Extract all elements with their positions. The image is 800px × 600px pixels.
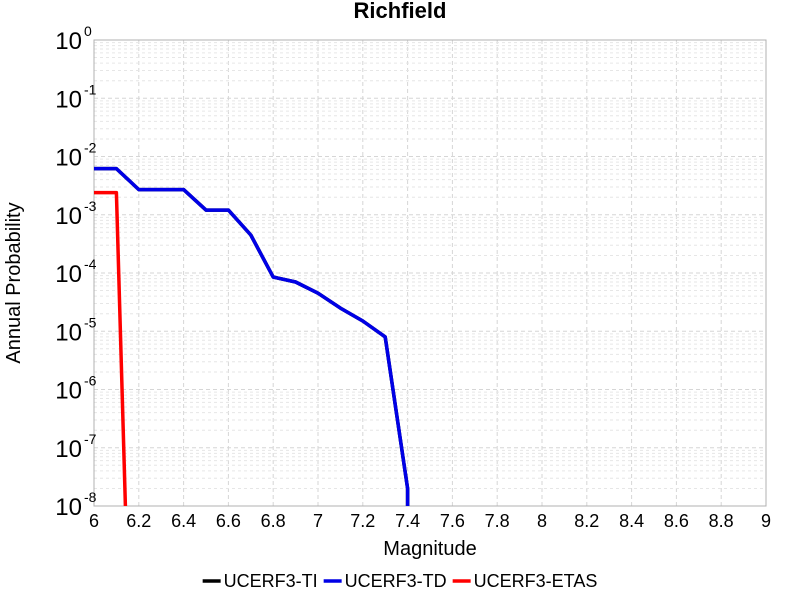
y-tick-exponent: -5: [84, 314, 97, 330]
y-tick-exponent: -2: [84, 140, 97, 156]
x-tick-label: 7: [313, 511, 323, 531]
y-tick-label: 10: [55, 203, 82, 230]
x-tick-label: 7.2: [350, 511, 375, 531]
y-tick-label: 10: [55, 494, 82, 521]
plot-area: [93, 39, 767, 507]
x-tick-label: 8.2: [574, 511, 599, 531]
y-axis-title: Annual Probability: [3, 202, 25, 363]
y-tick-exponent: -1: [84, 81, 97, 97]
grid: [93, 39, 767, 507]
x-axis-ticks: 6 6.2 6.4 6.6 6.8 7 7.2 7.4 7.6 7.8 8 8.2 8.4 8.6 8.8 9: [89, 511, 771, 531]
y-tick-exponent: -3: [84, 198, 97, 214]
y-tick-label: 10: [55, 378, 82, 405]
legend-label-ucerf3-td: UCERF3-TD: [345, 571, 447, 591]
y-tick-label: 10: [55, 319, 82, 346]
x-tick-label: 8: [537, 511, 547, 531]
legend-label-ucerf3-etas: UCERF3-ETAS: [474, 571, 598, 591]
y-tick-exponent: -7: [84, 431, 97, 447]
x-tick-label: 6.2: [126, 511, 151, 531]
x-tick-label: 7.4: [395, 511, 420, 531]
y-tick-exponent: -6: [84, 373, 97, 389]
x-tick-label: 7.8: [485, 511, 510, 531]
y-tick-exponent: -8: [84, 489, 97, 505]
legend-label-ucerf3-ti: UCERF3-TI: [224, 571, 318, 591]
x-tick-label: 8.6: [664, 511, 689, 531]
x-tick-label: 8.4: [619, 511, 644, 531]
x-tick-label: 7.6: [440, 511, 465, 531]
x-tick-label: 9: [761, 511, 771, 531]
legend: UCERF3-TI UCERF3-TD UCERF3-ETAS: [202, 571, 598, 591]
y-tick-exponent: 0: [84, 23, 92, 39]
x-tick-label: 6.6: [216, 511, 241, 531]
y-tick-label: 10: [55, 436, 82, 463]
y-tick-label: 10: [55, 261, 82, 288]
x-tick-label: 8.8: [709, 511, 734, 531]
x-tick-label: 6: [89, 511, 99, 531]
series-line-ucerf3-td: [94, 166, 410, 506]
series-layer: [94, 166, 410, 507]
x-tick-label: 6.4: [171, 511, 196, 531]
y-tick-label: 10: [55, 145, 82, 172]
chart-title: Richfield: [354, 0, 447, 23]
series-line-ucerf3-etas: [94, 190, 128, 507]
y-tick-exponent: -4: [84, 256, 97, 272]
x-tick-label: 6.8: [261, 511, 286, 531]
x-axis-title: Magnitude: [383, 538, 476, 560]
y-tick-label: 10: [55, 86, 82, 113]
y-tick-label: 10: [55, 28, 82, 55]
